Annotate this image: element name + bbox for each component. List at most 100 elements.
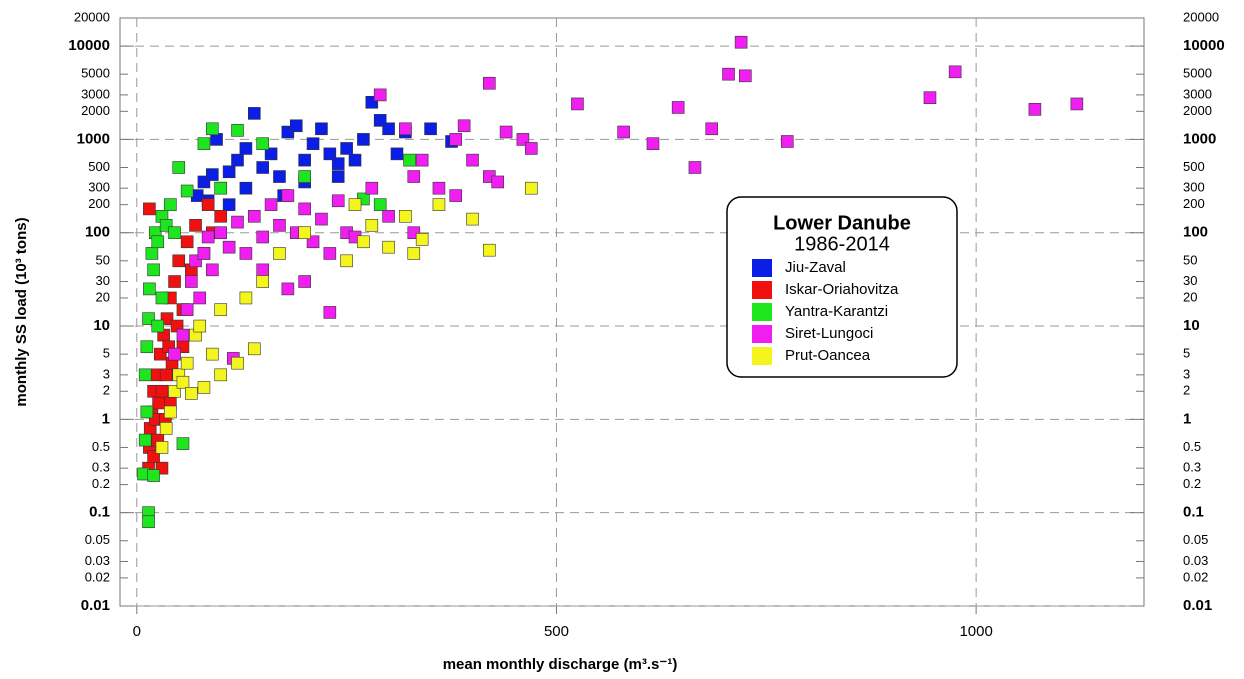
legend-label: Yantra-Karantzi	[785, 303, 888, 320]
y-tick-label: 10	[93, 317, 110, 334]
point	[483, 243, 496, 257]
y-tick-label: 5	[103, 346, 110, 361]
point	[365, 219, 379, 232]
y-tick-label: 500	[88, 159, 110, 174]
legend-swatch	[752, 259, 772, 277]
point	[231, 124, 244, 137]
y-tick-label: 200	[88, 196, 110, 211]
point	[155, 441, 169, 454]
y-tick-label: 3000	[81, 86, 110, 101]
point	[159, 368, 173, 382]
point	[147, 263, 160, 277]
y2-tick-label: 3	[1183, 366, 1190, 381]
point	[197, 381, 211, 394]
point	[331, 194, 345, 208]
y2-tick-label: 0.05	[1183, 532, 1208, 547]
point	[571, 97, 584, 111]
point	[323, 147, 337, 161]
point	[298, 153, 311, 167]
point	[407, 170, 421, 183]
point	[457, 119, 471, 133]
point	[140, 405, 154, 419]
point	[357, 133, 370, 146]
point	[424, 122, 437, 136]
point	[671, 101, 685, 114]
point	[201, 230, 215, 244]
y-tick-label: 5000	[81, 66, 110, 81]
point	[206, 263, 219, 277]
legend-box	[726, 196, 958, 378]
point	[155, 291, 169, 305]
point	[159, 422, 173, 435]
point	[399, 122, 412, 136]
y2-tick-label: 5	[1183, 346, 1190, 361]
y-tick-label: 10000	[68, 37, 110, 54]
y-tick-label: 0.2	[92, 476, 110, 491]
point	[256, 275, 269, 288]
point	[407, 247, 421, 260]
point	[155, 384, 169, 398]
legend-subtitle: 1986-2014	[794, 233, 890, 255]
point	[298, 170, 311, 183]
y2-tick-label: 0.5	[1183, 439, 1201, 454]
point	[138, 368, 152, 382]
point	[172, 254, 186, 268]
point	[210, 133, 223, 146]
y-tick-label: 300	[88, 180, 110, 195]
point	[206, 168, 219, 181]
point	[206, 347, 219, 361]
point	[222, 198, 236, 211]
point	[315, 122, 328, 136]
point	[483, 76, 496, 90]
y-tick-label: 20	[96, 289, 110, 304]
point	[206, 122, 219, 136]
point	[357, 235, 370, 249]
point	[197, 247, 211, 260]
y-tick-label: 20000	[74, 9, 110, 24]
point	[231, 153, 244, 167]
point	[466, 153, 479, 167]
x-tick-label: 0	[133, 623, 141, 640]
point	[176, 375, 190, 389]
x-tick-label: 1000	[959, 623, 992, 640]
x-tick-label: 500	[544, 623, 569, 640]
point	[348, 153, 362, 167]
point	[256, 137, 269, 150]
point	[646, 137, 660, 150]
point	[168, 347, 181, 361]
point	[373, 198, 387, 211]
point	[152, 396, 165, 410]
point	[365, 181, 379, 195]
point	[231, 215, 244, 229]
point	[222, 240, 236, 254]
points	[137, 35, 1084, 529]
y-tick-label: 0.3	[92, 460, 110, 475]
y2-tick-label: 20000	[1183, 9, 1219, 24]
y-tick-label: 0.05	[85, 532, 110, 547]
point	[180, 356, 194, 370]
point	[390, 147, 404, 161]
point	[185, 387, 198, 400]
point	[143, 202, 156, 216]
y-tick-label: 0.5	[92, 439, 110, 454]
y-tick-label: 3	[103, 366, 110, 381]
y2-tick-label: 5000	[1183, 66, 1212, 81]
point	[140, 340, 154, 354]
y2-tick-label: 50	[1183, 252, 1197, 267]
point	[466, 212, 479, 226]
point	[247, 107, 261, 120]
point	[239, 181, 253, 195]
y2-tick-label: 0.01	[1183, 597, 1212, 614]
y-tick-label: 1	[102, 410, 110, 427]
legend-label: Siret-Lungoci	[785, 325, 873, 342]
y-tick-label: 0.01	[81, 597, 110, 614]
point	[340, 254, 353, 268]
point	[185, 275, 198, 288]
point	[189, 219, 202, 232]
point	[340, 142, 353, 155]
point	[323, 306, 337, 319]
point	[281, 282, 295, 296]
point	[273, 247, 286, 260]
point	[247, 342, 261, 356]
